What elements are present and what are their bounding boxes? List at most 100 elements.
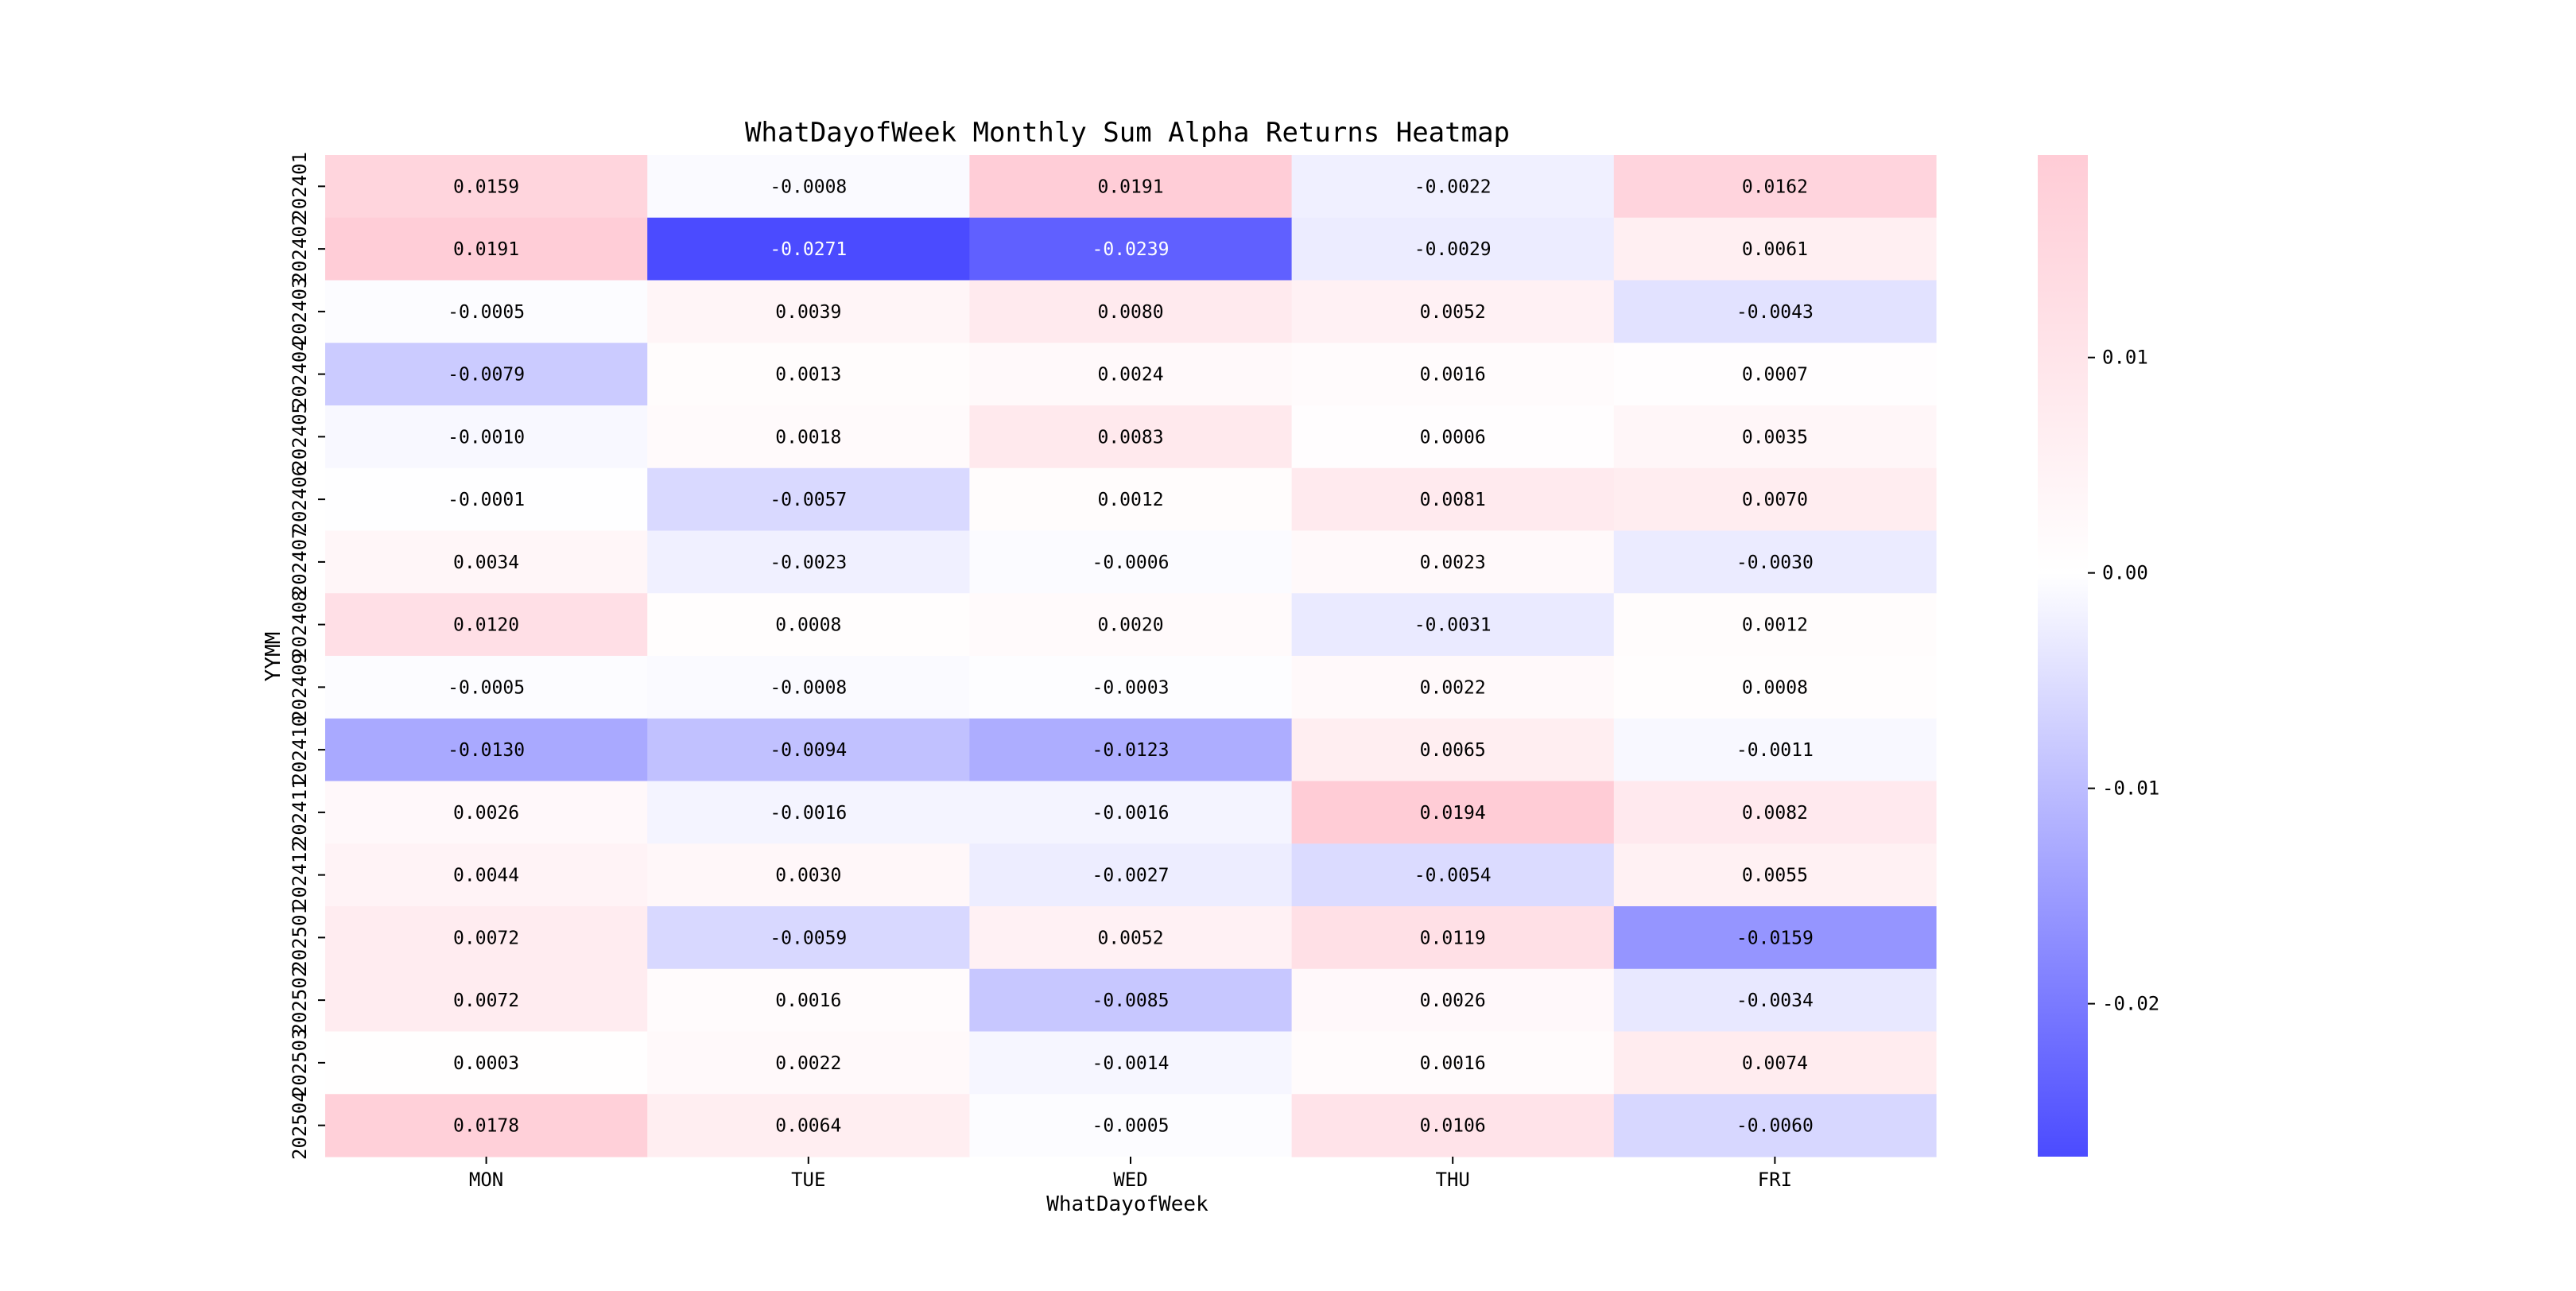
heatmap-cell <box>325 155 648 219</box>
heatmap-cell <box>325 217 648 281</box>
heatmap-cell <box>1613 155 1937 219</box>
cell-value-label: 0.0081 <box>1420 490 1486 510</box>
heatmap-cell <box>1291 1094 1615 1157</box>
x-tick-label: THU <box>1436 1169 1470 1191</box>
heatmap-cell <box>325 530 648 594</box>
colorbar-tick-label: 0.01 <box>2102 347 2148 369</box>
cell-value-label: 0.0191 <box>1097 176 1163 197</box>
cell-value-label: -0.0001 <box>448 490 525 510</box>
cell-value-label: -0.0005 <box>448 677 525 698</box>
heatmap-cell <box>647 530 970 594</box>
heatmap-cell <box>969 843 1293 907</box>
heatmap-cell <box>1613 843 1937 907</box>
cell-value-label: 0.0018 <box>775 427 841 448</box>
heatmap-cell <box>325 968 648 1033</box>
heatmap-cell <box>969 593 1293 657</box>
cell-value-label: 0.0061 <box>1742 239 1808 260</box>
cell-value-label: -0.0159 <box>1736 928 1814 948</box>
x-axis: MON TUE WED THU FRI <box>469 1157 1792 1191</box>
heatmap-cell <box>969 968 1293 1033</box>
heatmap-cell <box>969 1094 1293 1157</box>
cell-value-label: 0.0013 <box>775 365 841 386</box>
cell-value-label: 0.0072 <box>453 928 519 948</box>
heatmap-cell <box>1291 906 1615 970</box>
heatmap-cell <box>647 843 970 907</box>
heatmap-cell <box>647 1031 970 1095</box>
cell-value-label: 0.0035 <box>1742 427 1808 448</box>
cell-value-label: -0.0029 <box>1414 239 1492 260</box>
y-tick-label: 202406 <box>289 465 311 534</box>
heatmap-cell <box>969 530 1293 594</box>
cell-value-label: 0.0020 <box>1097 615 1163 636</box>
heatmap-cell <box>647 405 970 469</box>
cell-value-label: 0.0083 <box>1097 427 1163 448</box>
cell-value-label: 0.0012 <box>1742 615 1808 636</box>
y-tick-label: 202503 <box>289 1029 311 1098</box>
cell-value-label: -0.0123 <box>1092 740 1170 761</box>
chart-title: WhatDayofWeek Monthly Sum Alpha Returns … <box>745 117 1510 149</box>
cell-value-label: 0.0030 <box>775 866 841 886</box>
y-tick-label: 202502 <box>289 966 311 1035</box>
heatmap-cell <box>647 1094 970 1157</box>
heatmap-cells <box>325 155 1937 1157</box>
cell-value-label: -0.0079 <box>448 365 525 386</box>
colorbar-tick-label: -0.01 <box>2102 777 2159 800</box>
cell-value-label: 0.0106 <box>1420 1116 1486 1137</box>
cell-value-label: -0.0014 <box>1092 1053 1170 1074</box>
y-tick-label: 202410 <box>289 715 311 785</box>
heatmap-cell <box>1613 217 1937 281</box>
heatmap-cell <box>969 155 1293 219</box>
heatmap-cell <box>325 1094 648 1157</box>
colorbar-tick-label: -0.02 <box>2102 993 2159 1015</box>
cell-value-label: -0.0027 <box>1092 866 1170 886</box>
heatmap-cell <box>647 155 970 219</box>
cell-value-label: 0.0008 <box>775 615 841 636</box>
cell-value-label: -0.0022 <box>1414 176 1492 197</box>
heatmap-cell <box>1291 280 1615 343</box>
heatmap-cell <box>969 1031 1293 1095</box>
heatmap-cell <box>325 467 648 532</box>
heatmap-cell <box>1613 906 1937 970</box>
heatmap-cell <box>1291 405 1615 469</box>
heatmap-cell <box>1291 781 1615 844</box>
heatmap-cell <box>969 217 1293 281</box>
heatmap-cell <box>1613 530 1937 594</box>
cell-value-label: 0.0022 <box>775 1053 841 1074</box>
heatmap-cell <box>1291 530 1615 594</box>
heatmap-cell <box>969 343 1293 406</box>
heatmap-cell <box>647 343 970 406</box>
heatmap-cell <box>647 593 970 657</box>
heatmap-cell <box>969 906 1293 970</box>
cell-value-label: -0.0005 <box>1092 1116 1170 1137</box>
heatmap-cell <box>1291 656 1615 719</box>
heatmap-cell <box>325 593 648 657</box>
cell-value-label: -0.0030 <box>1736 552 1814 573</box>
cell-value-label: 0.0072 <box>453 991 519 1011</box>
cell-value-label: -0.0031 <box>1414 615 1492 636</box>
cell-value-label: -0.0008 <box>770 677 847 698</box>
cell-value-label: -0.0016 <box>1092 803 1170 824</box>
heatmap-cell <box>1291 843 1615 907</box>
heatmap-cell <box>1613 781 1937 844</box>
cell-value-label: -0.0003 <box>1092 677 1170 698</box>
x-tick-label: FRI <box>1758 1169 1792 1191</box>
cell-value-label: -0.0060 <box>1736 1116 1814 1137</box>
heatmap-cell <box>325 656 648 719</box>
cell-value-label: 0.0070 <box>1742 490 1808 510</box>
y-tick-label: 202409 <box>289 653 311 722</box>
heatmap-cell <box>1613 593 1937 657</box>
heatmap-cell <box>1613 405 1937 469</box>
cell-value-label: 0.0016 <box>1420 365 1486 386</box>
heatmap-cell <box>1291 1031 1615 1095</box>
cell-value-label: 0.0052 <box>1097 928 1163 948</box>
heatmap-cell <box>1613 1094 1937 1157</box>
cell-value-label: -0.0010 <box>448 427 525 448</box>
heatmap-cell <box>647 968 970 1033</box>
heatmap-cell <box>1613 718 1937 782</box>
x-tick-label: MON <box>469 1169 503 1191</box>
heatmap-cell <box>1291 217 1615 281</box>
cell-value-label: 0.0003 <box>453 1053 519 1074</box>
cell-value-label: -0.0059 <box>770 928 847 948</box>
